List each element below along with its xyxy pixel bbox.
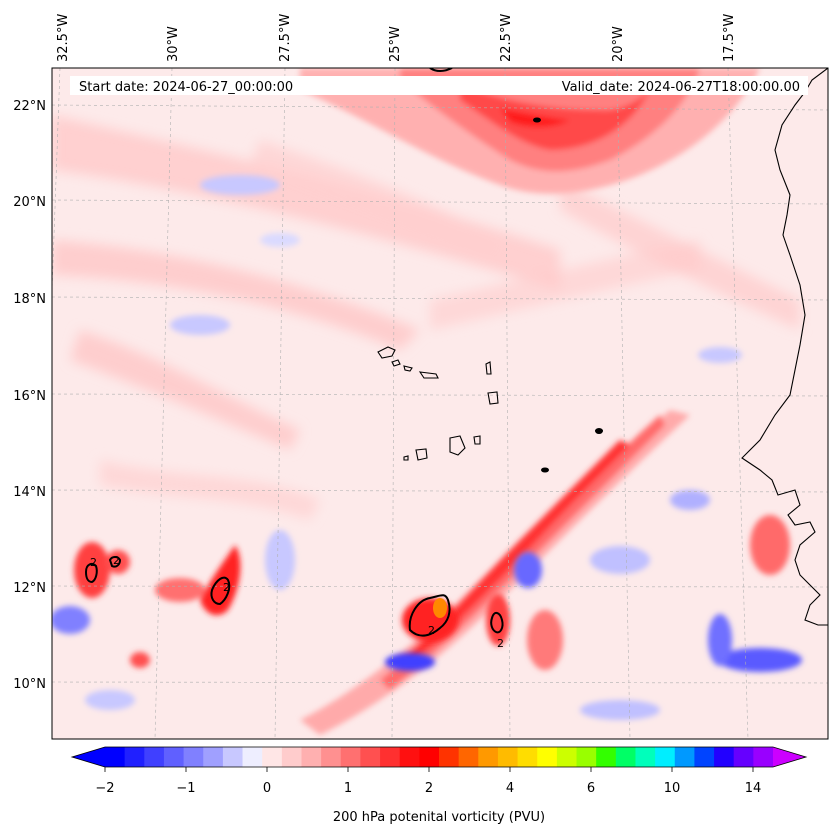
lat-label: 20°N [13,195,46,210]
colorbar-cell [124,747,145,767]
colorbar-cell [556,747,578,767]
date-banner [70,76,808,95]
colorbar-cell [576,747,597,767]
colorbar-cell [478,747,499,767]
lon-label: 22.5°W [499,14,514,62]
colorbar-cell [753,747,774,767]
colorbar-cell [439,747,460,767]
colorbar-cell [537,747,558,767]
colorbar-cell [458,747,479,767]
colorbar-cell [399,747,420,767]
pv-field-positive-soft [52,115,800,520]
lon-label: 20°W [611,26,626,62]
colorbar-over-triangle [773,747,806,767]
lon-label: 25°W [388,26,403,62]
colorbar-cell [360,747,381,767]
colorbar-cell [163,747,185,767]
colorbar-cell [222,747,244,767]
colorbar-tick-label: 6 [587,781,595,796]
lon-label: 32.5°W [56,14,71,62]
lon-label: 27.5°W [278,14,293,62]
contour-label: 2 [90,556,97,569]
valid-date-label: Valid_date: 2024-06-27T18:00:00.00 [562,80,800,95]
contour-label: 2 [113,554,120,567]
colorbar-cell [242,747,263,767]
colorbar-tick-label: 4 [506,781,514,796]
lat-label: 22°N [13,99,46,114]
colorbar-tick-label: 14 [745,781,762,796]
colorbar-tick-label: 2 [425,781,433,796]
colorbar-tick-labels: −2 −1 0 1 2 4 6 10 14 [95,781,761,796]
colorbar-tick-label: 1 [344,781,352,796]
pv-west-features [74,515,790,670]
colorbar: −2 −1 0 1 2 4 6 10 14 200 hPa potenital … [70,746,808,825]
colorbar-cell [733,747,754,767]
colorbar-cell [596,747,617,767]
colorbar-cell [615,747,637,767]
colorbar-cell [321,747,342,767]
lat-label: 10°N [13,677,46,692]
colorbar-cell [674,747,696,767]
contour-label: 2 [223,581,230,594]
pv-orange-core [433,598,447,618]
colorbar-cell [497,747,519,767]
lat-label: 12°N [13,581,46,596]
map-frame [51,67,829,740]
pv-2-contours [84,68,603,637]
colorbar-cell [635,747,656,767]
colorbar-title: 200 hPa potenital vorticity (PVU) [333,810,545,825]
colorbar-tick-label: 0 [263,781,271,796]
colorbar-under-triangle [72,747,105,767]
latitude-labels: 22°N 20°N 18°N 16°N 14°N 12°N 10°N [13,99,46,692]
lat-label: 14°N [13,485,46,500]
colorbar-cell [340,747,362,767]
lon-label: 30°W [166,26,181,62]
lon-label: 17.5°W [722,14,737,62]
map-gridlines [52,68,828,739]
pv-negative-features [52,175,802,720]
lat-label: 16°N [13,389,46,404]
colorbar-tick-label: 10 [664,781,681,796]
cape-verde-islands [377,346,499,461]
colorbar-cell [144,747,165,767]
contour-label: 2 [497,637,504,650]
colorbar-cell [301,747,322,767]
colorbar-cell [517,747,538,767]
colorbar-cell [281,747,303,767]
start-date-label: Start date: 2024-06-27_00:00:00 [79,80,293,95]
colorbar-tick-label: −2 [95,781,114,796]
colorbar-cell [105,747,126,767]
africa-coastline [741,68,828,626]
colorbar-cell [655,747,676,767]
contour-label: 2 [428,624,435,637]
lat-label: 18°N [13,292,46,307]
colorbar-cell [714,747,735,767]
contour-labels: 2 2 2 2 2 [90,554,504,650]
colorbar-cell [380,747,401,767]
map-plot-area [52,68,828,739]
colorbar-cell [419,747,440,767]
longitude-labels: 32.5°W 30°W 27.5°W 25°W 22.5°W 20°W 17.5… [56,14,737,62]
colorbar-tick-label: −1 [176,781,195,796]
colorbar-cell [203,747,224,767]
colorbar-cell [183,747,204,767]
colorbar-cell [262,747,283,767]
colorbar-cell [694,747,715,767]
